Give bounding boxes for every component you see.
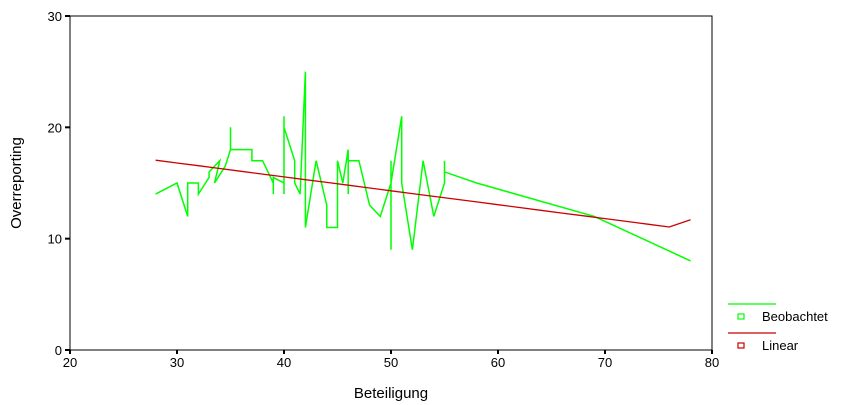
series-line-linear: [155, 159, 691, 228]
axis-layer: 20 30 40 50 60 70 80 0 10 20 30: [48, 9, 720, 370]
x-tick-label: 40: [277, 355, 291, 370]
x-tick-label: 80: [705, 355, 719, 370]
y-tick-label: 20: [48, 120, 62, 135]
x-tick-label: 20: [63, 355, 77, 370]
legend-marker-beobachtet: [737, 313, 745, 320]
legend-label-beobachtet: Beobachtet: [762, 309, 828, 324]
x-axis-title: Beteiligung: [354, 385, 428, 402]
x-tick-label: 60: [491, 355, 505, 370]
series-layer: [155, 71, 691, 262]
x-tick-label: 50: [384, 355, 398, 370]
x-tick-label: 30: [170, 355, 184, 370]
y-tick-label: 30: [48, 9, 62, 24]
legend-label-linear: Linear: [762, 338, 799, 353]
y-tick-label: 10: [48, 232, 62, 247]
y-axis-title: Overreporting: [8, 137, 25, 229]
x-tick-label: 70: [598, 355, 612, 370]
series-line-beobachtet: [155, 71, 691, 262]
legend: Beobachtet Linear: [728, 303, 828, 353]
legend-marker-linear: [737, 342, 745, 349]
y-tick-label: 0: [55, 343, 62, 358]
